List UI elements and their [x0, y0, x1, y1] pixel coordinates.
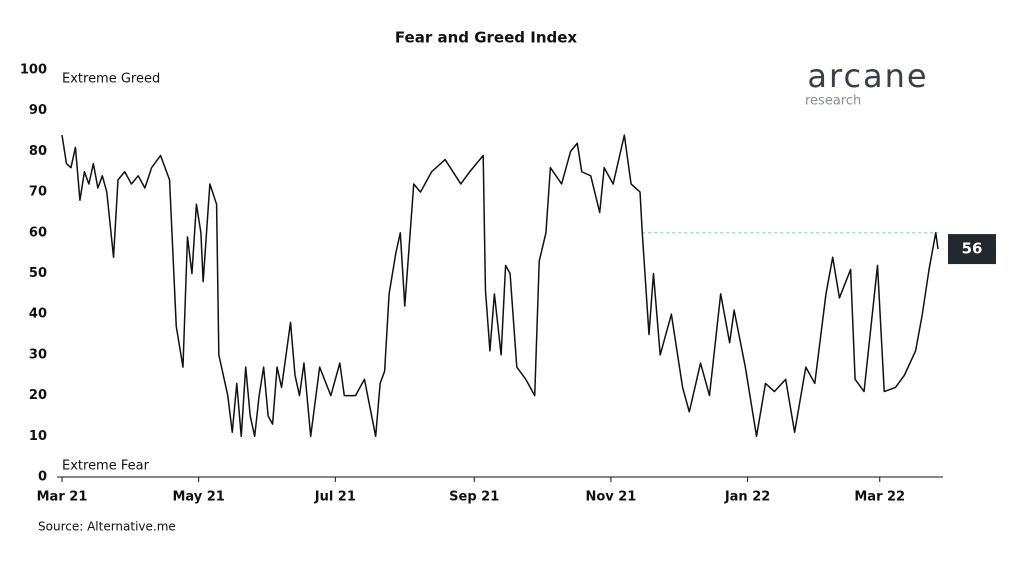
x-tick-label: May 21 [172, 490, 224, 505]
y-tick-label: 10 [29, 429, 47, 444]
y-tick-label: 100 [20, 63, 47, 78]
source: Source: Alternative.me [38, 520, 176, 534]
x-tick-label: Jan 22 [724, 490, 770, 505]
logo-sub: research [805, 94, 861, 109]
y-tick-label: 70 [29, 185, 47, 200]
y-tick-label: 30 [29, 347, 47, 362]
x-tick-label: Nov 21 [585, 490, 636, 505]
y-tick-label: 60 [29, 225, 47, 240]
line [61, 134, 939, 438]
y-tick-label: 50 [29, 266, 47, 281]
x-tick-label: Sep 21 [449, 490, 499, 505]
annotation-bottom: Extreme Fear [62, 459, 150, 474]
annotation-top: Extreme Greed [62, 72, 160, 87]
last-value-box [948, 234, 996, 265]
y-tick-label: 80 [29, 144, 47, 159]
y-tick-label: 90 [29, 103, 47, 118]
x-tick-label: Jul 21 [314, 490, 356, 505]
last-value-label: 56 [962, 240, 983, 258]
y-tick-label: 20 [29, 388, 47, 403]
y-tick-label: 40 [29, 307, 47, 322]
y-tick-label: 0 [38, 470, 47, 485]
chart-title: Fear and Greed Index [395, 29, 578, 47]
x-tick-label: Mar 22 [854, 490, 905, 505]
x-tick-label: Mar 21 [37, 490, 88, 505]
logo: arcane [807, 57, 928, 95]
